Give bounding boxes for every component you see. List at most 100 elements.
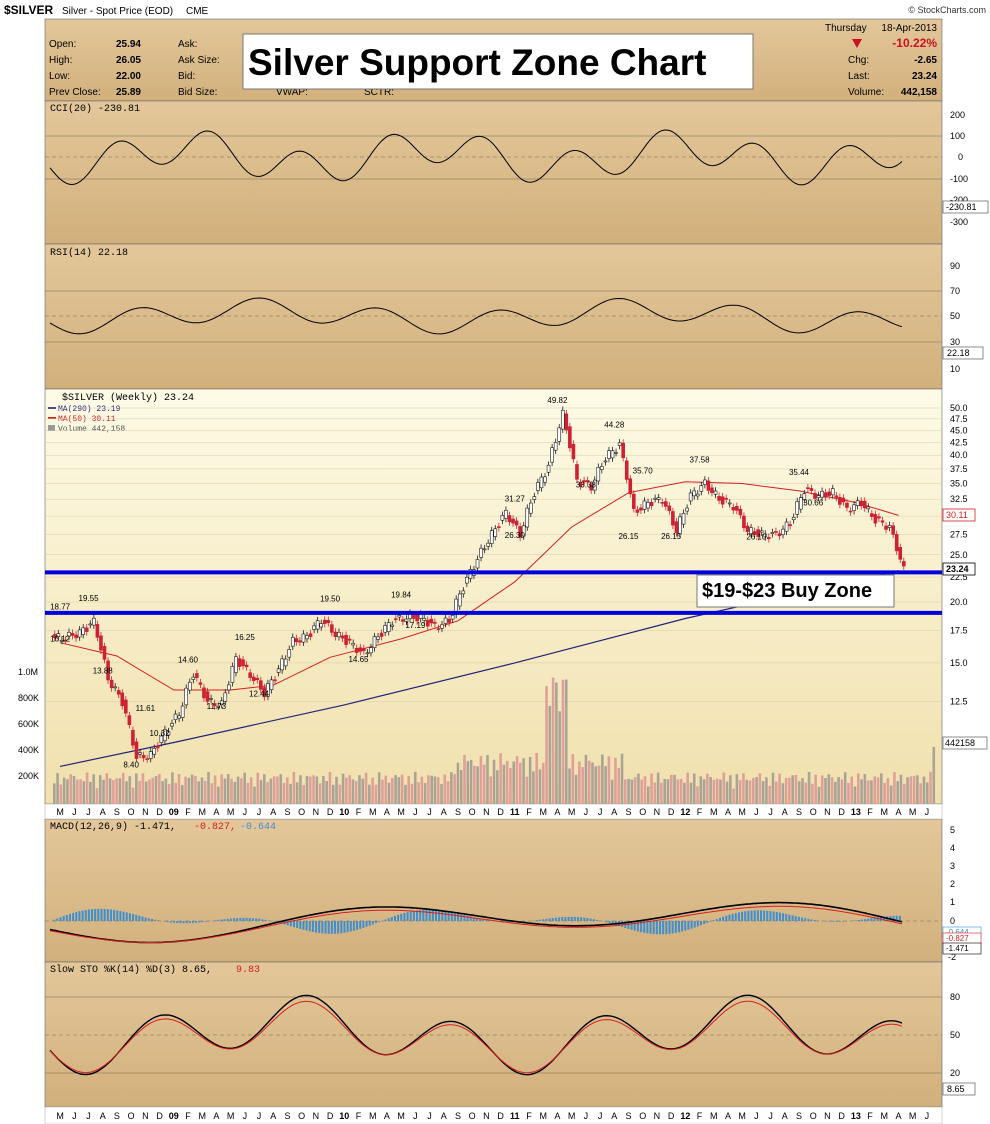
volume-bar [325, 780, 328, 804]
candle-body [706, 480, 711, 491]
x-axis-label: A [782, 1111, 788, 1121]
x-axis-label: S [114, 807, 120, 817]
x-axis-label: M [539, 807, 547, 817]
x-axis-label: F [697, 807, 703, 817]
volume-bar [889, 785, 893, 804]
macd-histogram-bar [706, 921, 709, 923]
x-axis-label: J [768, 807, 773, 817]
macd-histogram-bar [816, 920, 819, 921]
cci-tick: -300 [950, 217, 968, 227]
volume-bar [502, 764, 506, 804]
candle-body [212, 703, 217, 707]
x-axis-label: M [56, 807, 64, 817]
macd-histogram-bar [722, 916, 725, 921]
candle-body [529, 502, 533, 514]
overlay-title-box [242, 33, 754, 90]
macd-histogram-bar [728, 914, 731, 921]
candle-body [699, 485, 704, 492]
macd-signal-tag-text: -0.827 [946, 934, 969, 943]
price-tick: 22.5 [950, 572, 968, 582]
volume-bar [630, 779, 634, 804]
macd-histogram-bar [700, 921, 703, 926]
volume-bar [180, 785, 184, 804]
x-axis-label: N [313, 1111, 320, 1121]
volume-bar [338, 784, 342, 804]
price-tick: 37.5 [950, 464, 968, 474]
x-axis-label: A [725, 807, 731, 817]
volume-bar [135, 773, 138, 804]
macd-tick: -2 [948, 952, 956, 962]
x-axis-label: O [639, 1111, 646, 1121]
candle-body [290, 636, 295, 647]
x-axis-label: J [584, 1111, 589, 1121]
volume-bar [341, 773, 345, 804]
volume-bar [827, 774, 831, 804]
volume-bar [755, 777, 758, 804]
x-axis-label: F [867, 807, 873, 817]
price-tick: 32.5 [950, 494, 968, 504]
candle-body [592, 479, 597, 491]
macd-histogram-bar [633, 921, 636, 931]
x-axis-label: N [142, 1111, 149, 1121]
macd-histogram-bar [753, 910, 756, 921]
x-axis-label: J [413, 1111, 418, 1121]
candle-body [422, 618, 427, 621]
price-annotation: 35.70 [633, 466, 654, 475]
candle-body [195, 673, 199, 678]
macd-histogram-bar [141, 916, 144, 921]
candle-body [838, 496, 842, 505]
macd-histogram-bar [466, 915, 469, 921]
x-axis-label: A [270, 807, 276, 817]
candle-body [884, 525, 888, 530]
date: 18-Apr-2013 [881, 23, 937, 34]
x-axis-label: J [925, 807, 930, 817]
macd-histogram-bar [267, 920, 270, 921]
volume-axis: 1.0M 800K 600K 400K 200K [18, 667, 39, 781]
sto-d-line [49, 1000, 903, 1074]
macd-tick: 2 [950, 879, 955, 889]
macd-histogram-bar [864, 919, 867, 921]
x-axis-label: J [427, 807, 432, 817]
x-axis-label: M [909, 1111, 917, 1121]
macd-histogram-bar [233, 918, 236, 921]
candle-body [251, 676, 256, 681]
candle-body [333, 631, 338, 637]
volume-bar [361, 778, 365, 804]
macd-hist-tag-text: -0.644 [946, 928, 969, 937]
macd-histogram-bar [567, 916, 570, 921]
volume-tick: 600K [18, 719, 39, 729]
volume-bar [305, 775, 309, 804]
candle-body [845, 502, 849, 508]
candle-body [230, 666, 235, 683]
macd-histogram-bar [68, 913, 71, 921]
volume-bar [446, 781, 450, 804]
price-annotation: 10.32 [150, 729, 171, 738]
macd-histogram-bar [409, 911, 412, 921]
volume-bar [751, 777, 755, 804]
date-day: Thursday [825, 23, 867, 34]
volume-bar [847, 783, 850, 804]
volume-bar [158, 774, 161, 804]
x-axis-label: M [397, 1111, 405, 1121]
macd-hist-label: -0.644 [240, 822, 276, 833]
macd-histogram-bar [229, 918, 232, 921]
candle-body [241, 659, 245, 667]
volume-bar [164, 778, 168, 804]
candle-body [802, 493, 807, 500]
price-annotation: 14.60 [178, 656, 199, 665]
macd-histogram-bar [636, 921, 639, 932]
volume-bar [893, 772, 896, 804]
candle-body [216, 706, 220, 708]
macd-histogram-bar [324, 921, 327, 934]
macd-histogram-bar [334, 921, 336, 934]
candle-body [322, 619, 327, 624]
macd-histogram-bar [842, 921, 845, 922]
candle-body [710, 487, 714, 493]
volume-bar [873, 776, 877, 804]
macd-histogram-bar [223, 919, 226, 921]
candle-body [660, 502, 665, 504]
volume-bar [75, 779, 79, 804]
macd-histogram-bar [393, 915, 396, 921]
macd-histogram-bar [450, 912, 453, 921]
volume-bar [719, 779, 722, 804]
